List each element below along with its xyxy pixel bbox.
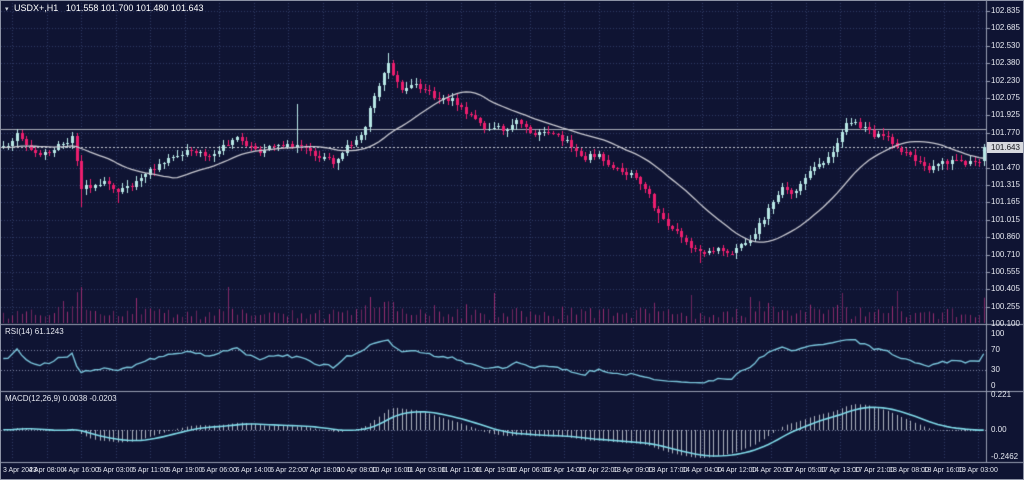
rsi-scale-label: 100 — [991, 329, 1005, 338]
time-axis-label: 7 Apr 18:00 — [304, 467, 341, 474]
time-axis-label: 3 Apr 2023 — [3, 467, 37, 474]
time-axis-label: 19 Apr 03:00 — [958, 467, 998, 474]
price-axis-label: 100.710 — [991, 249, 1020, 259]
time-axis-label: 10 Apr 08:00 — [337, 467, 377, 474]
price-axis-label: 100.255 — [991, 301, 1020, 311]
price-axis-label: 102.380 — [991, 58, 1020, 68]
time-axis-label: 14 Apr 12:00 — [716, 467, 757, 474]
rsi-scale-label: 0 — [991, 381, 996, 390]
time-axis-label: 14 Apr 20:00 — [751, 467, 791, 474]
time-axis-label: 5 Apr 03:00 — [97, 467, 134, 474]
price-axis-label: 101.925 — [991, 110, 1020, 120]
time-axis-label: 4 Apr 08:00 — [28, 467, 65, 474]
price-axis-label: 100.860 — [991, 232, 1020, 242]
macd-scale-label: -0.2462 — [991, 452, 1019, 461]
time-axis-label: 12 Apr 14:00 — [544, 467, 584, 474]
chart-symbol-timeframe: USDX+,H1 — [14, 3, 59, 13]
chart-dropdown-icon: ▾ — [5, 6, 9, 13]
time-axis-label: 11 Apr 11:00 — [441, 467, 480, 474]
price-axis-label: 101.015 — [991, 214, 1020, 224]
time-axis-label: 6 Apr 22:00 — [270, 467, 306, 474]
time-axis-label: 11 Apr 19:00 — [475, 467, 515, 474]
price-axis-label: 100.100 — [991, 319, 1020, 329]
time-axis-label: 12 Apr 22:00 — [578, 467, 619, 474]
price-axis-label: 101.470 — [991, 162, 1020, 172]
price-axis-label: 102.230 — [991, 75, 1020, 85]
macd-indicator-label: MACD(12,26,9) 0.0038 -0.0203 — [5, 394, 117, 403]
time-axis-label: 18 Apr 16:00 — [923, 467, 964, 474]
price-axis-label: 102.530 — [991, 40, 1020, 50]
price-axis-label: 102.685 — [991, 23, 1020, 33]
time-axis-label: 5 Apr 11:00 — [132, 467, 168, 474]
price-axis-label: 101.165 — [991, 197, 1020, 207]
macd-scale-label: 0.00 — [991, 425, 1007, 434]
macd-scale-label: 0.221 — [991, 390, 1012, 399]
time-axis-label: 17 Apr 05:00 — [785, 467, 826, 474]
time-axis-label: 6 Apr 14:00 — [235, 467, 272, 474]
chart-title: ▾ USDX+,H1 101.558 101.700 101.480 101.6… — [5, 3, 203, 13]
price-axis-label: 102.835 — [991, 6, 1020, 15]
time-axis-label: 11 Apr 03:00 — [406, 467, 446, 474]
price-axis-label: 100.555 — [991, 267, 1020, 276]
time-axis-label: 14 Apr 04:00 — [682, 467, 722, 474]
time-axis-label: 10 Apr 16:00 — [371, 467, 412, 474]
time-axis-label: 12 Apr 06:00 — [509, 467, 550, 474]
time-axis-label: 5 Apr 19:00 — [166, 467, 203, 474]
price-axis-label: 101.315 — [991, 180, 1020, 189]
price-axis-label: 101.770 — [991, 127, 1020, 137]
time-axis-label: 4 Apr 16:00 — [63, 467, 99, 474]
rsi-scale-label: 70 — [991, 344, 1000, 354]
rsi-scale-label: 30 — [991, 365, 1000, 375]
bid-price-tag: 101.643 — [987, 141, 1023, 153]
price-axis-label: 102.075 — [991, 93, 1020, 102]
chart-ohlc-values: 101.558 101.700 101.480 101.643 — [65, 3, 204, 13]
time-axis-label: 13 Apr 09:00 — [613, 467, 653, 474]
time-axis-label: 18 Apr 08:00 — [889, 467, 929, 474]
time-axis-label: 17 Apr 21:00 — [854, 467, 895, 474]
time-axis-label: 17 Apr 13:00 — [820, 467, 860, 474]
time-axis-label: 6 Apr 06:00 — [201, 467, 237, 474]
price-axis-label: 100.405 — [991, 284, 1020, 294]
rsi-indicator-label: RSI(14) 61.1243 — [5, 327, 64, 336]
time-axis-label: 13 Apr 17:00 — [647, 467, 688, 474]
